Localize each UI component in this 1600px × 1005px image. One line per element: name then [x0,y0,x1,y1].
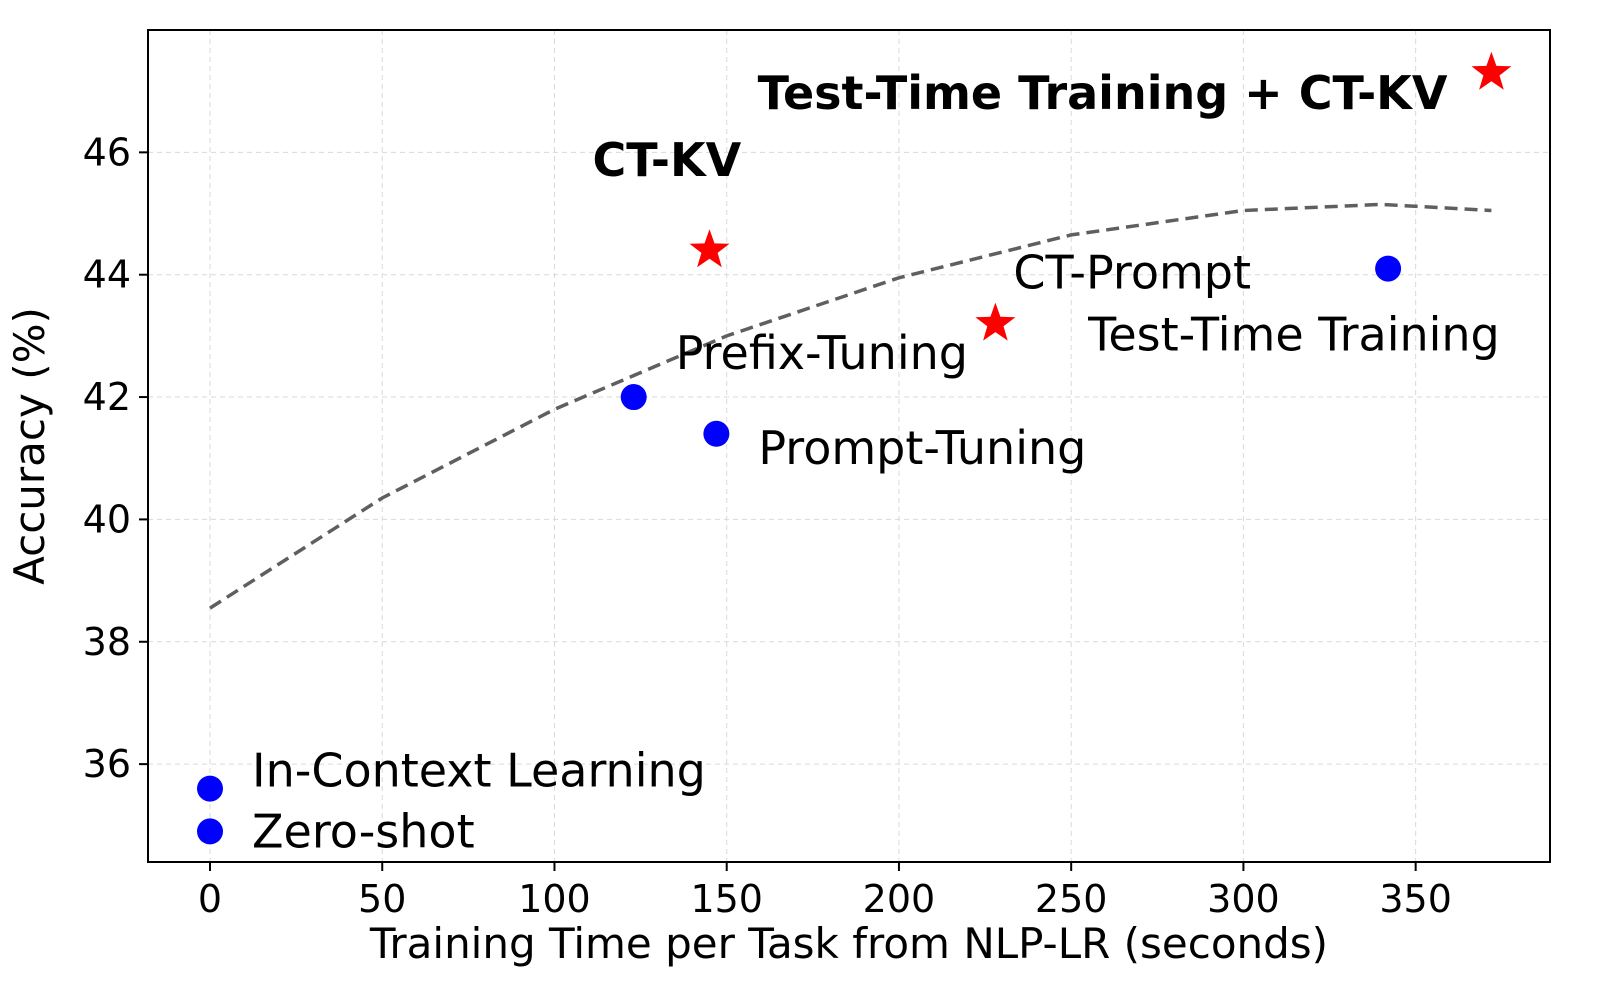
y-tick-label: 40 [83,497,131,541]
y-tick-label: 46 [83,130,131,174]
x-tick-label: 50 [358,877,406,921]
x-tick-label: 150 [690,877,763,921]
y-axis-title: Accuracy (%) [5,307,54,585]
y-tick-label: 44 [83,253,131,297]
data-points [197,51,1512,845]
data-label: Test-Time Training [1087,308,1500,362]
grid [148,30,1550,862]
data-point-star [689,229,730,268]
x-tick-label: 200 [863,877,936,921]
x-tick-label: 250 [1035,877,1108,921]
data-labels: Zero-shot In-Context Learning Prefix-Tunin… [252,66,1500,859]
plot-frame [147,29,1551,863]
x-tick-label: 300 [1207,877,1280,921]
data-point [1375,255,1402,282]
trend-line-layer [209,202,1492,610]
x-tick-label: 350 [1379,877,1452,921]
data-label: Prefix-Tuning [676,326,968,380]
data-label: CT-Prompt [1013,246,1251,300]
y-tick-label: 38 [83,620,131,664]
x-tick-label: 0 [198,877,222,921]
axis-ticks: 0 50 100 150 200 250 300 350 36 38 40 42 44 46 [83,130,1452,921]
data-label: In-Context Learning [252,744,706,798]
data-point [197,818,224,845]
y-tick-label: 36 [83,742,131,786]
x-tick-label: 100 [518,877,591,921]
data-point [620,384,647,411]
trend-line [209,202,1492,610]
data-label: Test-Time Training + CT-KV [758,66,1448,120]
data-label: Zero-shot [252,804,475,858]
data-label: CT-KV [592,133,741,187]
data-label: Prompt-Tuning [758,421,1086,475]
data-point [703,420,730,447]
data-point [197,775,224,802]
data-point-star [1471,51,1512,90]
x-axis-title: Training Time per Task from NLP-LR (seco… [369,919,1328,968]
y-tick-label: 42 [83,375,131,419]
data-point-star [975,302,1016,341]
